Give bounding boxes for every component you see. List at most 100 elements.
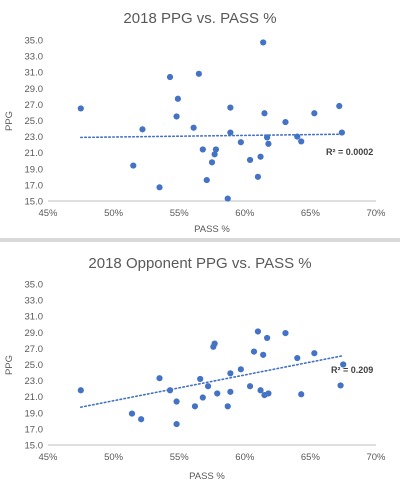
data-point: [265, 390, 272, 397]
data-point: [237, 366, 244, 373]
y-tick-label: 21.0: [25, 148, 44, 159]
y-axis-title: PPG: [4, 111, 15, 131]
data-point: [203, 176, 210, 184]
data-point: [246, 156, 254, 164]
data-point: [337, 382, 344, 389]
r-squared-label: R² = 0.209: [331, 365, 373, 375]
y-tick-label: 35.0: [25, 36, 44, 47]
data-point: [336, 102, 343, 110]
data-point: [227, 104, 234, 111]
data-point: [199, 394, 206, 401]
x-tick-label: 60%: [235, 452, 255, 463]
data-point: [156, 184, 163, 191]
y-tick-label: 17.0: [25, 424, 44, 435]
data-point: [294, 354, 301, 362]
data-point: [282, 330, 289, 337]
x-tick-label: 50%: [104, 452, 124, 463]
x-tick-label: 65%: [301, 452, 321, 463]
y-tick-label: 35.0: [25, 280, 44, 291]
data-point: [224, 195, 231, 202]
y-tick-label: 21.0: [25, 392, 44, 403]
x-tick-label: 65%: [301, 208, 321, 219]
data-point: [294, 133, 301, 140]
x-tick-label: 50%: [104, 208, 124, 219]
chart-title: 2018 Opponent PPG vs. PASS %: [88, 255, 311, 272]
trendline: [80, 354, 345, 408]
data-point: [265, 140, 272, 147]
y-tick-label: 19.0: [25, 164, 44, 175]
data-point: [254, 173, 262, 180]
x-tick-label: 70%: [366, 208, 386, 219]
data-point: [282, 119, 289, 126]
data-point: [211, 151, 218, 158]
data-point: [173, 113, 180, 120]
y-tick-label: 15.0: [25, 197, 44, 208]
y-axis-title: PPG: [4, 355, 15, 375]
y-tick-label: 15.0: [25, 441, 44, 452]
y-tick-label: 25.0: [25, 360, 44, 371]
data-point: [227, 129, 234, 136]
x-tick-label: 45%: [38, 208, 58, 219]
data-point: [260, 351, 267, 358]
y-tick-label: 19.0: [25, 408, 44, 419]
data-point: [338, 129, 345, 136]
chart-svg: 2018 PPG vs. PASS % PASS % PPG R² = 0.00…: [4, 10, 386, 235]
trendline: [80, 133, 345, 139]
data-point: [190, 124, 197, 131]
data-point: [212, 146, 220, 153]
data-point: [173, 420, 180, 428]
data-point: [260, 39, 267, 46]
data-point: [208, 159, 216, 166]
data-point: [173, 398, 180, 405]
y-tick-label: 25.0: [25, 116, 44, 127]
data-point: [298, 391, 305, 398]
data-point: [166, 387, 174, 394]
data-point: [257, 153, 264, 160]
data-point: [130, 162, 137, 169]
data-point: [311, 110, 318, 117]
y-tick-label: 31.0: [25, 68, 44, 79]
x-tick-label: 60%: [235, 208, 255, 219]
y-tick-label: 27.0: [25, 344, 44, 355]
y-tick-label: 33.0: [25, 52, 44, 63]
data-point: [254, 328, 262, 335]
data-point: [237, 139, 244, 146]
chart-svg: 2018 Opponent PPG vs. PASS % PASS % PPG …: [4, 255, 386, 482]
y-tick-label: 29.0: [25, 328, 44, 339]
data-point: [195, 70, 202, 77]
chart-opponent-ppg-vs-pass: 2018 Opponent PPG vs. PASS % PASS % PPG …: [0, 243, 400, 483]
y-tick-label: 23.0: [25, 132, 44, 143]
chart-title: 2018 PPG vs. PASS %: [123, 10, 276, 27]
data-point: [257, 387, 264, 394]
r-squared-label: R² = 0.0002: [326, 147, 373, 157]
data-point: [298, 138, 305, 145]
x-axis-title: PASS %: [189, 471, 225, 482]
data-point: [156, 375, 163, 382]
chart-ppg-vs-pass: 2018 PPG vs. PASS % PASS % PPG R² = 0.00…: [0, 0, 400, 237]
data-point: [261, 110, 268, 117]
data-point: [214, 390, 221, 397]
data-point: [211, 340, 218, 347]
y-tick-label: 23.0: [25, 376, 44, 387]
x-axis-title: PASS %: [194, 224, 230, 235]
y-tick-label: 27.0: [25, 100, 44, 111]
data-point: [246, 383, 254, 390]
data-point: [227, 388, 234, 395]
data-point: [340, 361, 347, 368]
x-tick-label: 45%: [38, 452, 58, 463]
data-point: [204, 383, 212, 390]
y-tick-label: 33.0: [25, 296, 44, 307]
y-tick-label: 31.0: [25, 312, 44, 323]
data-point: [264, 334, 271, 342]
data-point: [77, 387, 84, 394]
data-point: [77, 105, 84, 112]
data-point: [227, 370, 234, 377]
x-tick-label: 55%: [170, 452, 190, 463]
y-tick-label: 17.0: [25, 180, 44, 191]
data-point: [250, 348, 258, 355]
data-point: [224, 403, 231, 410]
data-point: [138, 416, 145, 423]
x-tick-label: 70%: [366, 452, 386, 463]
data-point: [139, 126, 146, 133]
data-point: [264, 134, 271, 141]
